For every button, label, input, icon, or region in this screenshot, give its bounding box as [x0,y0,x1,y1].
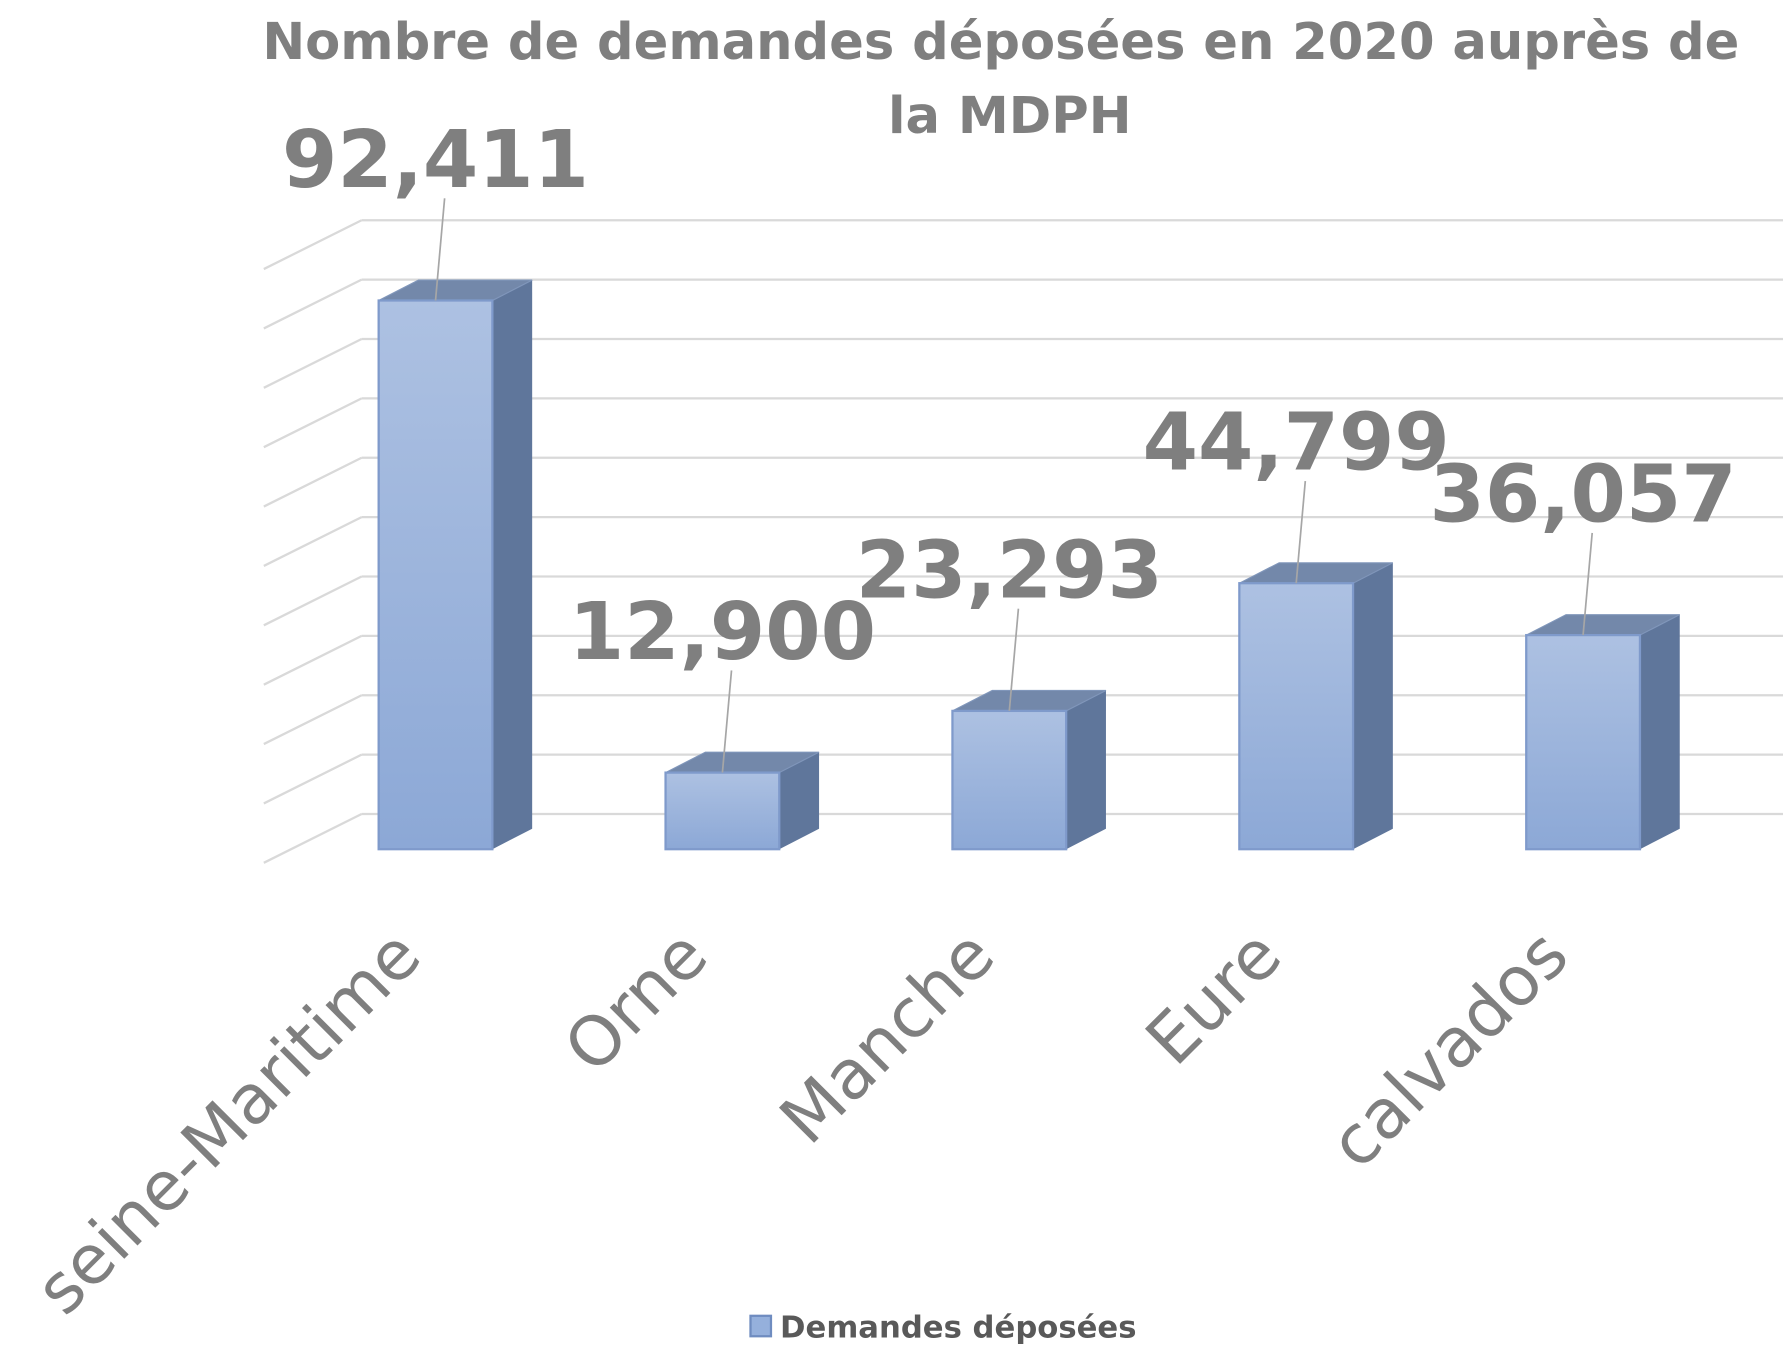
bar-side [779,752,820,850]
grid-line-wall [263,278,363,330]
grid-line-wall [263,219,363,271]
leader-line [1295,480,1307,584]
legend-label: Demandes déposées [780,1310,1136,1345]
grid-line-wall [263,337,363,389]
bar-side [1353,562,1393,850]
bar [1238,582,1355,851]
data-label: 92,411 [282,113,589,206]
x-tick-label: seine-Maritime [21,916,436,1330]
grid-line-wall [263,575,363,627]
chart-title: Nombre de demandes déposées en 2020 aupr… [262,13,1757,146]
x-tick-label: Eure [1131,916,1296,1081]
bar [664,771,781,851]
bar [951,709,1068,851]
leader-line [434,198,446,301]
grid-line-wall [263,812,363,864]
legend-swatch [749,1314,773,1338]
bar-side [1066,690,1106,850]
grid-line-wall [263,456,363,508]
leader-line [721,670,733,773]
x-tick-label: calvados [1315,916,1584,1184]
data-label: 36,057 [1430,448,1737,541]
grid-line-wall [263,694,363,746]
grid-line-wall [263,516,363,567]
bar [1525,633,1642,851]
bar-side [1639,614,1680,850]
leader-line [1582,532,1594,636]
leader-line [1008,608,1020,711]
x-tick-label: Orne [550,916,723,1089]
data-label: 23,293 [856,523,1163,616]
grid-line-wall [263,397,363,449]
data-label: 12,900 [569,585,876,678]
data-label: 44,799 [1143,396,1450,489]
bar-side [492,280,533,850]
x-tick-label: Manche [766,916,1010,1160]
grid-line-wall [263,753,363,805]
grid-line-wall [263,634,363,686]
bar [377,299,494,851]
